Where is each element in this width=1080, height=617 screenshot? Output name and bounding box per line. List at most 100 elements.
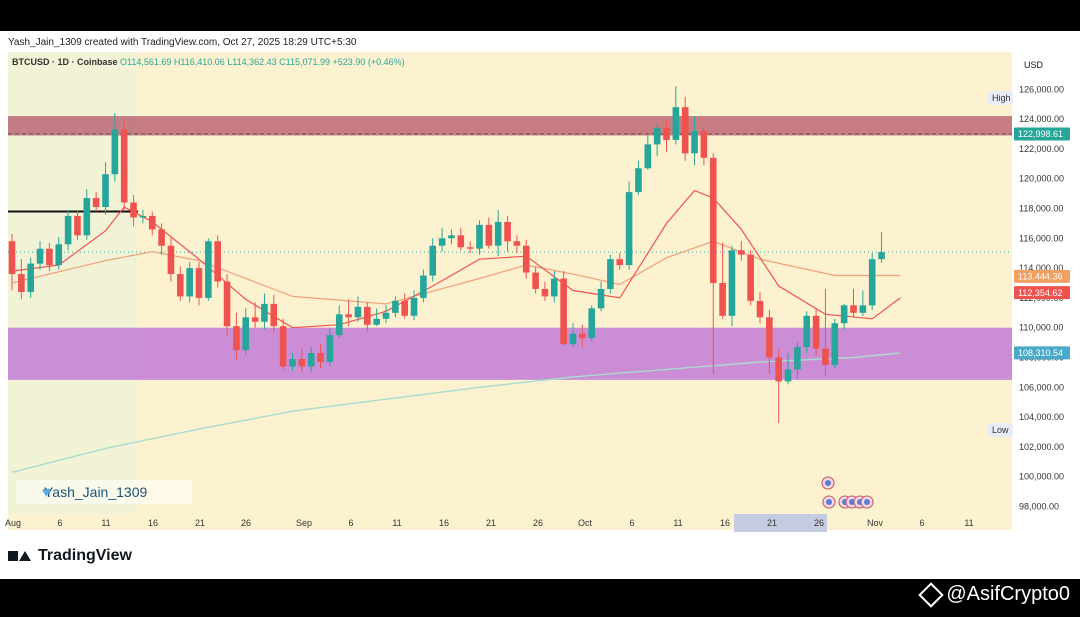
x-tick-label: Sep [296,518,312,528]
tradingview-icon [8,549,32,563]
candle-body [522,245,530,273]
x-tick-label: 21 [486,518,496,528]
x-tick-label: 26 [533,518,543,528]
candle-body [635,168,642,193]
candle-body [345,314,352,318]
y-tick-label: 100,000.00 [1019,472,1064,482]
candle-body [177,274,184,297]
candle-body [822,348,829,365]
price-tag [1014,286,1070,300]
candle-body [83,198,91,236]
candle-body [551,278,558,297]
x-tick-label: Oct [578,518,593,528]
candle-body [831,323,839,365]
event-icon-dot [864,499,870,505]
x-tick-label: 11 [101,518,110,528]
candle-body [420,275,427,298]
price-tag [1014,346,1070,360]
candle-body [663,128,670,140]
x-tick-label: 6 [348,518,353,528]
candle-body [560,278,567,345]
event-icon-dot [826,499,832,505]
candle-body [672,107,680,140]
candle-body [148,215,156,230]
symbol-title: BTCUSD · 1D · Coinbase [12,57,118,67]
credit-line: Yash_Jain_1309 created with TradingView.… [8,37,357,48]
price-tag [1014,127,1070,141]
candle-body [289,359,296,367]
x-tick-label: 6 [919,518,924,528]
currency-label: USD [1024,60,1044,70]
y-tick-label: 102,000.00 [1019,442,1064,452]
candle-body [700,130,708,158]
candle-body [223,281,231,327]
x-tick-label: Aug [5,518,21,528]
y-tick-label: 118,000.00 [1019,203,1063,213]
candle-body [242,317,250,351]
x-tick-label: Nov [867,518,884,528]
candle-body [130,202,137,218]
signature-badge: ♥ Yash_Jain_1309 [16,480,192,504]
candle-body [756,300,764,318]
price-tag-label: 108,310.54 [1018,348,1063,358]
candle-body [597,288,605,309]
candle-body [102,174,109,207]
candle-body [195,268,203,298]
x-tick-label: 26 [814,518,824,528]
x-tick-label: 16 [720,518,730,528]
candle-body [466,247,474,249]
event-markers[interactable] [821,476,874,509]
candle-body [504,221,511,242]
y-tick-label: 106,000.00 [1019,382,1064,392]
candle-body [803,315,811,348]
signature-text: Yash_Jain_1309 [44,484,148,500]
candle-body [438,238,446,246]
support-zone [8,327,1012,380]
candle-body [36,248,44,264]
tradingview-logo[interactable]: TradingView [8,547,132,565]
candle-body [691,130,698,154]
candle-body [111,129,119,175]
candle-body [186,268,193,297]
candle-body [569,333,577,345]
y-tick-label: 126,000.00 [1019,84,1064,94]
candle-body [335,314,343,336]
y-tick-label: 114,000.00 [1019,263,1063,273]
x-tick-label: 6 [57,518,62,528]
price-tag [1014,269,1070,283]
candle-body [74,215,81,236]
candle-body [850,305,857,313]
candle-body [270,303,278,327]
candle-body [681,107,689,154]
ohlc-readout: O114,561.69 H116,410.06 L114,362.43 C115… [120,57,405,67]
price-tag-label: 112,354.62 [1018,288,1062,298]
candle-body [859,305,867,313]
candle-body [457,235,465,248]
candle-body [214,241,221,282]
candle-body [205,241,212,298]
x-tick-label: 6 [629,518,634,528]
price-tag-label: 113,444.36 [1018,272,1062,282]
candle-body [532,272,539,289]
y-tick-label: 122,000.00 [1019,144,1064,154]
candle-body [494,221,502,246]
candle-body [738,250,745,255]
y-tick-label: 98,000.00 [1019,502,1059,512]
heart-icon: ♥ [42,484,51,501]
sma-long-line [11,352,901,473]
candle-body [401,300,408,316]
candle-body [878,252,885,260]
y-tick-label: 120,000.00 [1019,174,1064,184]
candle-body [541,288,549,297]
x-tick-label: 16 [148,518,158,528]
candle-body [766,317,773,358]
candle-body [158,229,165,246]
candle-body [410,297,418,316]
candle-body [448,235,455,239]
x-tick-label: 16 [439,518,449,528]
candle-body [653,128,661,145]
high-tag: High [992,93,1011,103]
candle-body [392,300,399,313]
candle-body [261,303,268,322]
